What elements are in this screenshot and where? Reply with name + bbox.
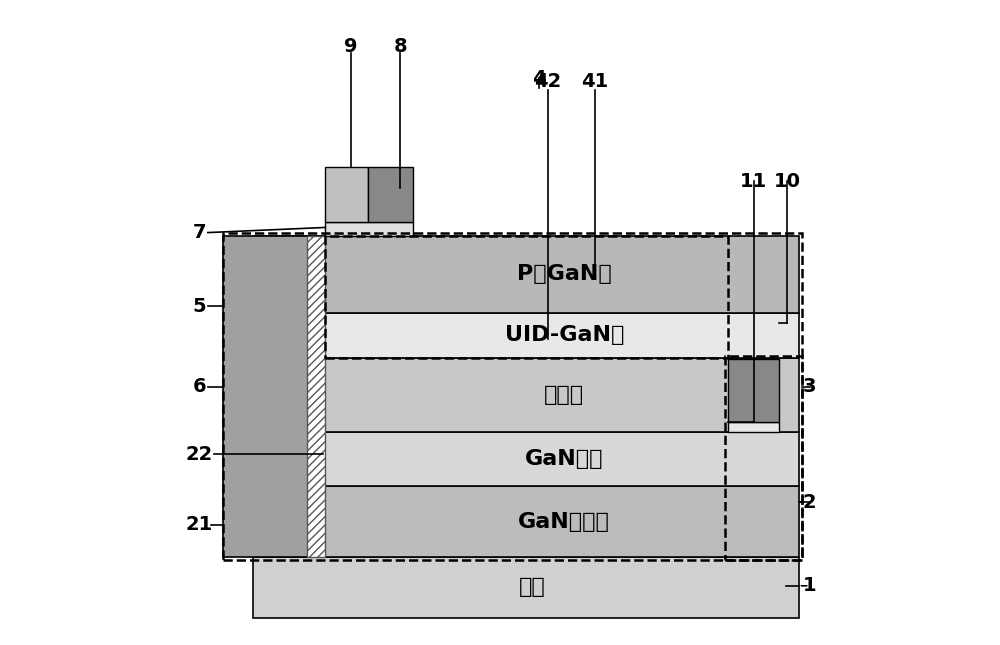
Text: 10: 10 — [774, 172, 801, 191]
Bar — [728, 359, 779, 422]
Text: 22: 22 — [186, 444, 213, 464]
Bar — [368, 167, 413, 222]
Bar — [253, 313, 799, 358]
Bar — [253, 358, 799, 432]
Bar — [253, 557, 799, 618]
Text: 势垒层: 势垒层 — [544, 385, 584, 405]
Text: 4: 4 — [532, 69, 545, 88]
Bar — [725, 356, 802, 560]
Text: 6: 6 — [193, 377, 206, 396]
Text: 1: 1 — [803, 577, 816, 595]
Text: 7: 7 — [193, 223, 206, 242]
Bar — [325, 222, 413, 236]
Text: GaN沟道: GaN沟道 — [525, 449, 603, 469]
Bar — [307, 236, 325, 557]
Bar — [253, 486, 799, 557]
Bar — [325, 236, 728, 358]
Text: 3: 3 — [803, 377, 816, 396]
Text: 41: 41 — [581, 72, 609, 91]
Text: GaN缓冲层: GaN缓冲层 — [518, 511, 610, 531]
Text: 21: 21 — [186, 515, 213, 534]
Text: 9: 9 — [344, 37, 358, 56]
Text: 衬底: 衬底 — [519, 577, 545, 597]
Bar — [253, 432, 799, 486]
Bar — [223, 233, 802, 560]
Text: 2: 2 — [803, 493, 816, 512]
Text: P型GaN层: P型GaN层 — [517, 264, 612, 284]
Text: 42: 42 — [535, 72, 562, 91]
Bar — [223, 236, 323, 557]
Bar — [728, 422, 779, 432]
Text: 11: 11 — [740, 172, 767, 191]
Text: 8: 8 — [394, 37, 407, 56]
Text: 5: 5 — [193, 297, 206, 316]
Bar — [253, 236, 799, 313]
Bar — [325, 167, 368, 222]
Text: UID-GaN层: UID-GaN层 — [505, 325, 624, 345]
